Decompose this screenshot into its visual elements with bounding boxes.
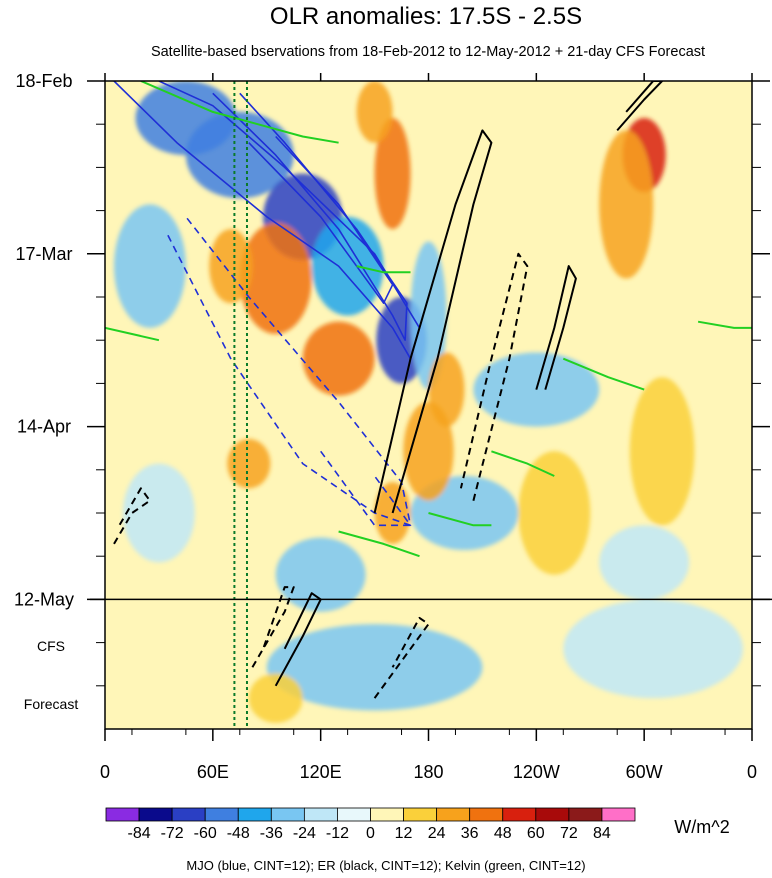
er-contour-0 xyxy=(373,129,493,514)
field-blob-15 xyxy=(209,229,253,304)
plot-area xyxy=(90,80,772,730)
field-blob-13 xyxy=(563,599,744,699)
colorbar-swatch-7 xyxy=(337,807,371,822)
field-blob-25 xyxy=(227,438,271,489)
colorbar-swatch-9 xyxy=(403,807,438,822)
reference-lines xyxy=(233,81,248,729)
er-contour-5 xyxy=(113,487,151,545)
chart-subtitle: Satellite-based bservations from 18-Feb-… xyxy=(151,44,705,60)
colorbar-swatch-12 xyxy=(502,807,537,822)
kelvin-contour-0 xyxy=(140,81,339,144)
mjo-contour-3 xyxy=(167,216,412,527)
kelvin-contour-2 xyxy=(562,357,645,391)
colorbar-label-2: -60 xyxy=(194,825,217,842)
x-tick-label-5: 60W xyxy=(626,762,663,782)
colorbar-label-9: 24 xyxy=(428,825,446,842)
field-blob-21 xyxy=(599,130,654,279)
y-axis: 18-Feb 17-Mar 14-Apr 12-May xyxy=(14,71,770,687)
colorbar-label-12: 60 xyxy=(527,825,545,842)
x-tick-label-0: 0 xyxy=(100,762,110,782)
colorbar-label-5: -24 xyxy=(293,825,316,842)
mjo-contour-2 xyxy=(248,135,394,304)
olr-anomaly-field xyxy=(113,81,744,723)
field-blob-5 xyxy=(410,241,447,390)
field-blob-12 xyxy=(266,624,483,711)
field-blob-16 xyxy=(302,321,375,396)
field-blob-17 xyxy=(374,118,411,230)
colorbar-swatch-11 xyxy=(469,807,504,822)
colorbar-swatch-1 xyxy=(138,807,173,822)
colorbar-label-8: 12 xyxy=(395,825,413,842)
colorbar-label-7: 0 xyxy=(366,825,375,842)
field-blob-10 xyxy=(275,537,366,612)
x-tick-label-6: 0 xyxy=(747,762,757,782)
x-tick-label-3: 180 xyxy=(413,762,443,782)
x-tick-label-1: 60E xyxy=(197,762,229,782)
forecast-label-line-2: Forecast xyxy=(24,696,79,712)
y-tick-label-0: 18-Feb xyxy=(15,71,72,91)
colorbar-swatch-14 xyxy=(568,807,603,822)
field-blob-6 xyxy=(113,204,186,328)
colorbar-swatch-6 xyxy=(303,807,338,822)
y-tick-label-1: 17-Mar xyxy=(15,244,72,264)
field-blob-3 xyxy=(311,216,384,316)
y-tick-label-2: 14-Apr xyxy=(17,417,71,437)
colorbar-label-6: -12 xyxy=(326,825,349,842)
kelvin-contour-1 xyxy=(356,265,411,274)
x-tick-label-2: 120E xyxy=(300,762,342,782)
colorbar-swatch-3 xyxy=(204,807,239,822)
field-blob-19 xyxy=(403,401,454,501)
colorbar-label-4: -36 xyxy=(260,825,283,842)
colorbar-label-11: 48 xyxy=(494,825,512,842)
field-blob-1 xyxy=(185,111,294,199)
colorbar-label-3: -48 xyxy=(227,825,250,842)
field-blob-27 xyxy=(374,482,411,544)
colorbar-swatch-2 xyxy=(171,807,206,822)
colorbar-swatch-4 xyxy=(237,807,272,822)
er-contour-7 xyxy=(251,586,295,668)
field-blob-9 xyxy=(599,525,690,600)
colorbar-swatch-10 xyxy=(436,807,471,822)
kelvin-contour-4 xyxy=(491,450,555,477)
field-blob-24 xyxy=(629,377,695,526)
er-contour-1 xyxy=(616,81,664,132)
field-blob-18 xyxy=(356,81,393,143)
colorbar-swatch-0 xyxy=(105,807,140,822)
colorbar-swatch-8 xyxy=(370,807,404,822)
er-contour-4 xyxy=(459,252,529,501)
forecast-label-line-1: CFS xyxy=(37,638,65,654)
x-tick-label-4: 120W xyxy=(513,762,560,782)
er-contour-6 xyxy=(373,616,430,699)
colorbar-label-0: -84 xyxy=(128,825,151,842)
x-axis: 0 60E 120E 180 120W 60W 0 xyxy=(100,73,757,782)
colorbar-label-1: -72 xyxy=(161,825,184,842)
colorbar-label-13: 72 xyxy=(560,825,578,842)
colorbar: -84 -72 -60 -48 -36 -24 -12 0 12 24 36 48 60 72 84 xyxy=(105,807,636,842)
y-tick-label-3: 12-May xyxy=(14,589,74,609)
kelvin-contour-5 xyxy=(338,530,420,558)
colorbar-swatch-13 xyxy=(535,807,570,822)
field-blob-23 xyxy=(518,451,591,575)
colorbar-swatch-5 xyxy=(270,807,305,822)
field-blob-22 xyxy=(428,352,465,427)
chart-title: OLR anomalies: 17.5S - 2.5S xyxy=(270,3,582,30)
field-blob-26 xyxy=(248,673,303,723)
colorbar-label-14: 84 xyxy=(593,825,611,842)
wave-contours xyxy=(105,81,752,699)
colorbar-units: W/m^2 xyxy=(674,817,729,837)
er-contour-2 xyxy=(535,265,577,390)
contour-legend: MJO (blue, CINT=12); ER (black, CINT=12)… xyxy=(186,858,585,873)
kelvin-contour-3 xyxy=(697,320,752,329)
colorbar-label-10: 36 xyxy=(461,825,479,842)
kelvin-contour-6 xyxy=(428,512,492,527)
kelvin-contour-7 xyxy=(105,326,160,342)
colorbar-swatch-15 xyxy=(601,807,636,822)
mjo-contour-4 xyxy=(320,450,412,527)
